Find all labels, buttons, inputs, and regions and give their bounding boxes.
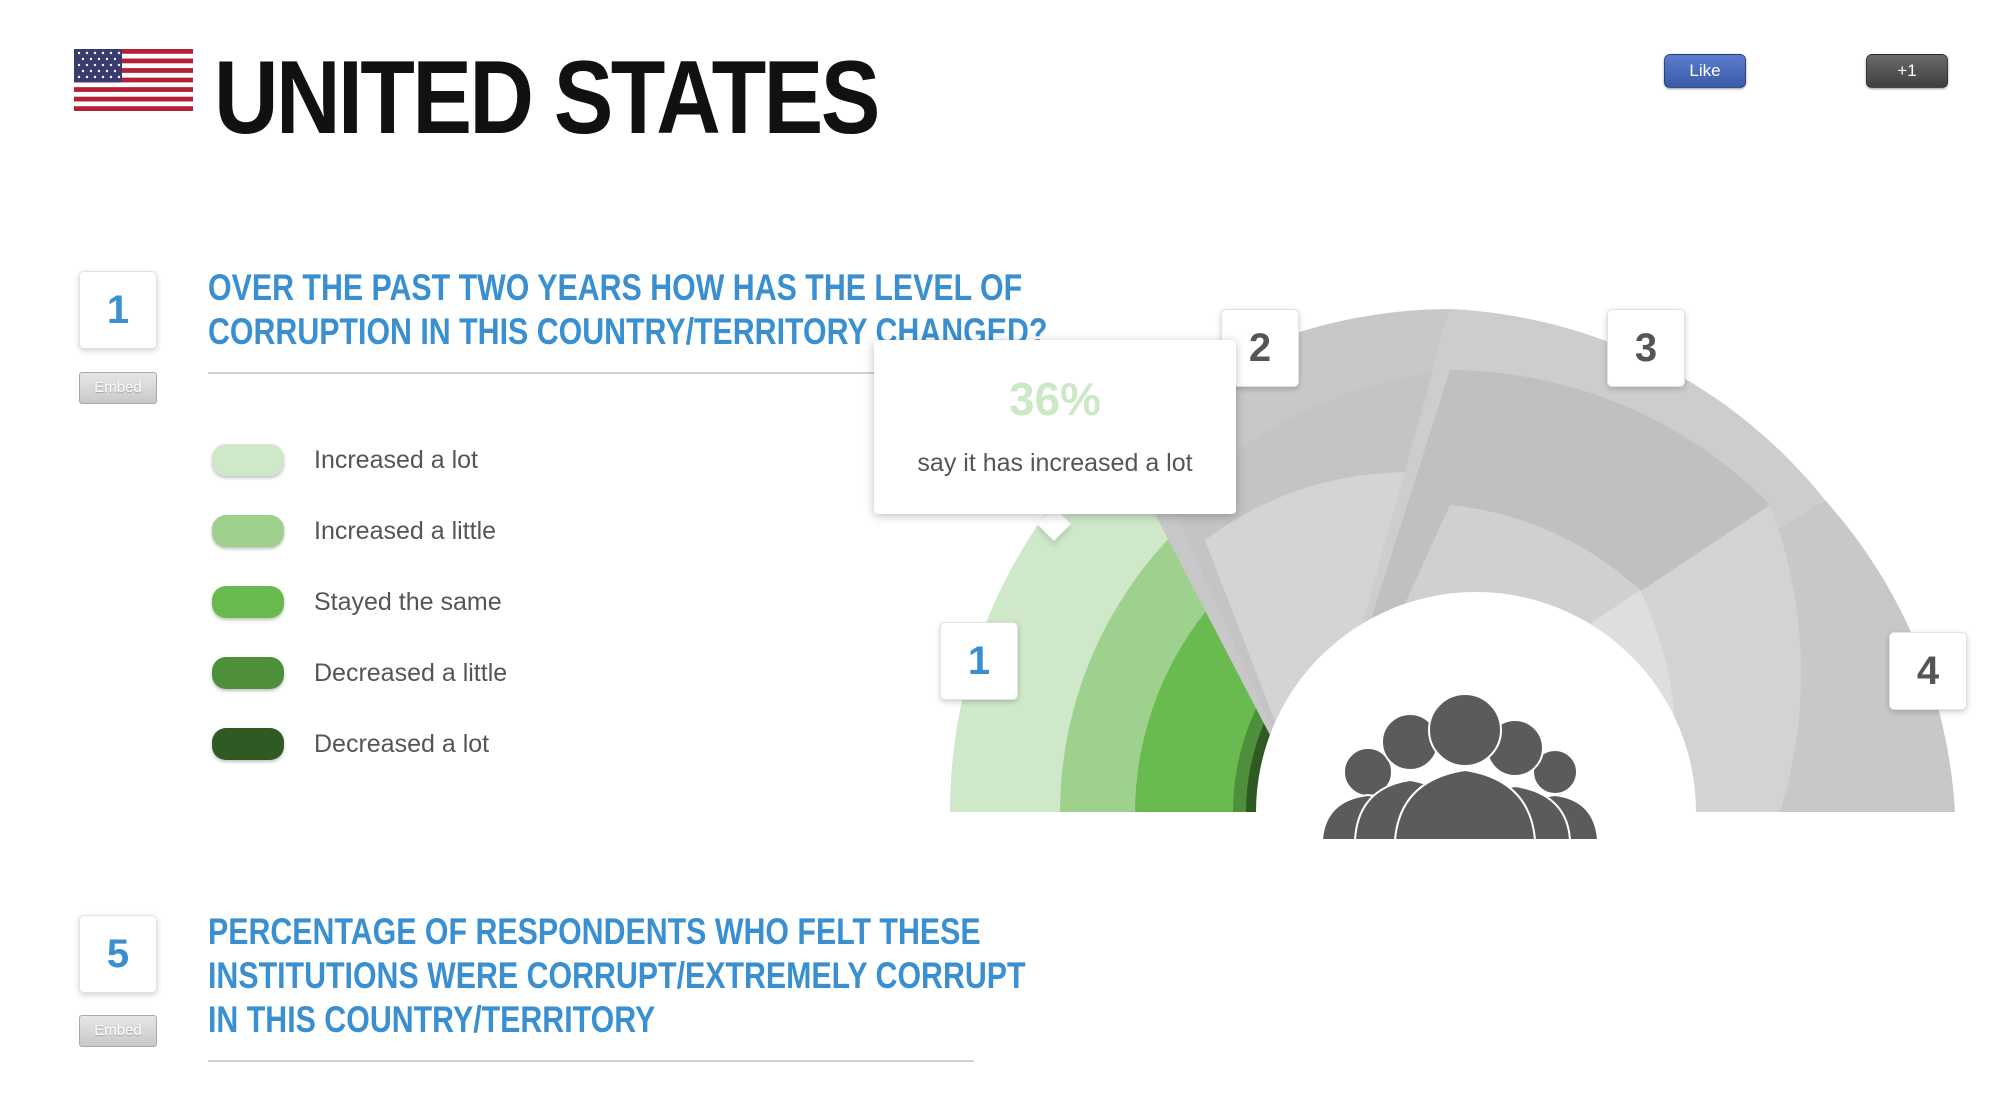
question-title: PERCENTAGE OF RESPONDENTS WHO FELT THESE… <box>208 910 1026 1042</box>
legend-swatch <box>212 728 284 760</box>
chart-tooltip: 36% say it has increased a lot <box>874 340 1236 514</box>
embed-button[interactable]: Embed <box>79 372 157 404</box>
chart-segment-badge-1[interactable]: 1 <box>940 622 1018 700</box>
legend-label: Decreased a little <box>314 659 508 687</box>
people-group-icon <box>1320 693 1600 840</box>
question-number-badge: 5 <box>79 915 157 993</box>
question-title-line: OVER THE PAST TWO YEARS HOW HAS THE LEVE… <box>208 267 1023 308</box>
question-number-badge: 1 <box>79 271 157 349</box>
legend-label: Decreased a lot <box>314 730 490 758</box>
page-title: UNITED STATES <box>214 40 880 156</box>
tooltip-caption: say it has increased a lot <box>917 449 1193 477</box>
legend-label: Stayed the same <box>314 588 502 616</box>
legend-swatch <box>212 657 284 689</box>
legend-label: Increased a lot <box>314 446 478 474</box>
divider <box>208 372 974 374</box>
question-title-line: IN THIS COUNTRY/TERRITORY <box>208 999 656 1040</box>
question-title-line: INSTITUTIONS WERE CORRUPT/EXTREMELY CORR… <box>208 955 1026 996</box>
question-title-line: PERCENTAGE OF RESPONDENTS WHO FELT THESE <box>208 911 981 952</box>
like-button[interactable]: Like <box>1664 54 1746 88</box>
divider <box>208 1060 974 1062</box>
legend-label: Increased a little <box>314 517 497 545</box>
legend-swatch <box>212 515 284 547</box>
plus-one-button[interactable]: +1 <box>1866 54 1948 88</box>
embed-button[interactable]: Embed <box>79 1015 157 1047</box>
us-flag-icon <box>74 49 193 111</box>
tooltip-percentage: 36% <box>1008 373 1102 425</box>
legend-swatch <box>212 586 284 618</box>
chart-segment-badge-3[interactable]: 3 <box>1607 309 1685 387</box>
chart-segment-badge-4[interactable]: 4 <box>1889 632 1967 710</box>
legend-swatch <box>212 444 284 476</box>
